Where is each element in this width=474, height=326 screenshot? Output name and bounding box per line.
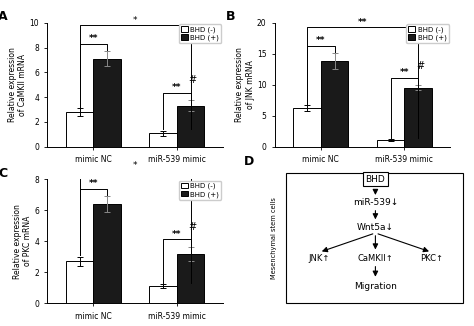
Text: Migration: Migration xyxy=(354,282,397,290)
Text: **: ** xyxy=(172,230,182,239)
Text: Wnt5a↓: Wnt5a↓ xyxy=(357,223,394,232)
Text: Mesenchymal stem cells: Mesenchymal stem cells xyxy=(271,197,277,279)
Text: C: C xyxy=(0,167,8,180)
Text: **: ** xyxy=(172,83,182,92)
Text: PKC↑: PKC↑ xyxy=(420,254,443,262)
Bar xyxy=(93,59,121,147)
Legend: BHD (-), BHD (+): BHD (-), BHD (+) xyxy=(406,24,449,43)
Text: **: ** xyxy=(89,34,98,43)
Text: *: * xyxy=(133,161,137,170)
Text: #: # xyxy=(188,75,196,85)
Text: #: # xyxy=(188,222,196,232)
Y-axis label: Relative expression
of PKC mRNA: Relative expression of PKC mRNA xyxy=(13,204,32,279)
Legend: BHD (-), BHD (+): BHD (-), BHD (+) xyxy=(179,181,221,200)
Text: BHD: BHD xyxy=(365,175,385,184)
Text: **: ** xyxy=(89,179,98,188)
Bar xyxy=(293,108,321,147)
Text: *: * xyxy=(133,16,137,25)
Bar xyxy=(177,106,204,147)
Legend: BHD (-), BHD (+): BHD (-), BHD (+) xyxy=(179,24,221,43)
Text: A: A xyxy=(0,10,8,23)
Text: **: ** xyxy=(400,68,409,77)
Text: miR-539↓: miR-539↓ xyxy=(353,198,398,207)
Y-axis label: Relative expression
of CaMKII mRNA: Relative expression of CaMKII mRNA xyxy=(8,47,27,122)
Text: JNK↑: JNK↑ xyxy=(309,254,330,262)
Text: B: B xyxy=(226,10,235,23)
Bar xyxy=(404,88,432,147)
Bar xyxy=(66,112,93,147)
Bar xyxy=(149,286,177,303)
Bar xyxy=(149,133,177,147)
Text: #: # xyxy=(416,61,424,70)
Bar xyxy=(321,61,348,147)
Text: D: D xyxy=(244,155,254,168)
Y-axis label: Relative expression
of JNK mRNA: Relative expression of JNK mRNA xyxy=(236,47,255,122)
Bar xyxy=(66,261,93,303)
Text: CaMKII↑: CaMKII↑ xyxy=(357,254,393,262)
Text: **: ** xyxy=(316,36,326,45)
Bar xyxy=(177,254,204,303)
Bar xyxy=(377,140,404,147)
Text: **: ** xyxy=(358,18,367,26)
Bar xyxy=(93,204,121,303)
